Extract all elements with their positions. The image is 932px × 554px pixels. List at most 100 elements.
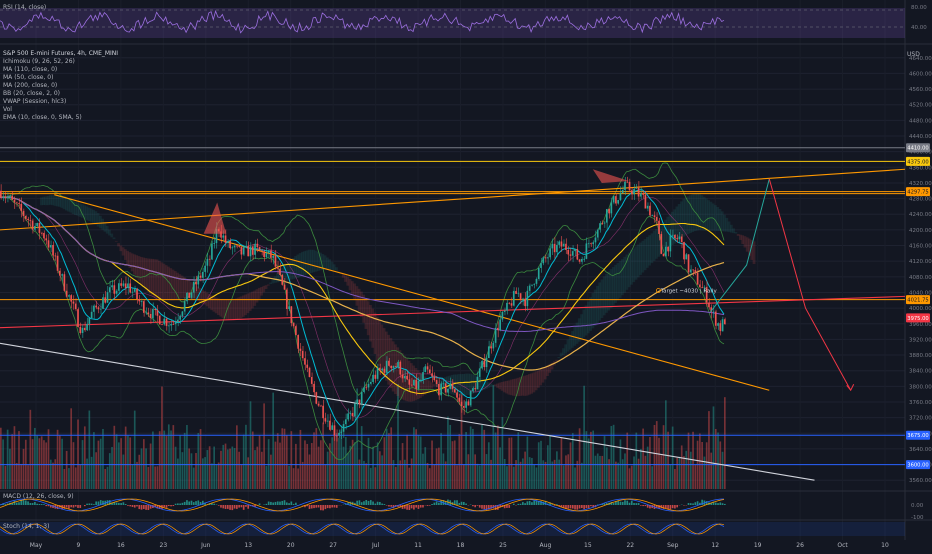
- legend-ema[interactable]: EMA (10, close, 0, SMA, 5): [3, 114, 118, 122]
- candle-body: [322, 406, 324, 418]
- volume-bar: [216, 464, 218, 489]
- volume-bar: [157, 466, 159, 489]
- macd-histogram-bar: [524, 503, 526, 505]
- price-badge-label: 4410.00: [907, 146, 928, 152]
- candle-body: [633, 189, 635, 195]
- candle-body: [479, 368, 481, 377]
- legend-vwap[interactable]: VWAP (Session, hlc3): [3, 98, 118, 106]
- candle-body: [300, 349, 302, 351]
- volume-bar: [608, 459, 610, 489]
- macd-histogram-bar: [318, 505, 320, 507]
- macd-histogram-bar: [463, 502, 465, 505]
- volume-bar: [613, 425, 615, 489]
- time-tick-label: Jul: [371, 542, 380, 549]
- candle-body: [483, 361, 485, 367]
- macd-histogram-bar: [27, 501, 29, 505]
- macd-histogram-bar: [136, 505, 138, 506]
- macd-histogram-bar: [191, 501, 193, 505]
- macd-histogram-bar: [635, 503, 637, 505]
- macd-histogram-bar: [506, 505, 508, 508]
- macd-histogram-bar: [433, 503, 435, 505]
- candle-body: [456, 392, 458, 397]
- time-tick-label: Aug: [540, 542, 552, 549]
- volume-bar: [617, 463, 619, 489]
- volume-bar: [159, 431, 161, 489]
- legend-ma-50[interactable]: MA (50, close, 0): [3, 74, 118, 82]
- volume-bar: [238, 452, 240, 489]
- volume-bar: [11, 434, 13, 489]
- candle-body: [166, 319, 168, 326]
- rsi-tick-40: 40.00: [911, 25, 927, 31]
- volume-bar: [601, 456, 603, 489]
- candle-body: [86, 324, 88, 330]
- macd-label: MACD (12, 26, close, 9): [3, 493, 74, 501]
- volume-bar: [520, 462, 522, 489]
- legend-bb[interactable]: BB (20, close, 2, 0): [3, 90, 118, 98]
- legend-ma-110[interactable]: MA (110, close, 0): [3, 66, 118, 74]
- candle-body: [411, 385, 413, 386]
- volume-bar: [345, 437, 347, 489]
- candle-body: [350, 413, 352, 414]
- volume-bar: [300, 430, 302, 489]
- macd-histogram-bar: [286, 502, 288, 505]
- candle-body: [547, 257, 549, 258]
- macd-histogram-bar: [665, 505, 667, 508]
- candle-body: [334, 425, 336, 435]
- candle-body: [66, 291, 68, 297]
- candle-body: [708, 302, 710, 307]
- macd-histogram-bar: [18, 502, 20, 505]
- legend-vol[interactable]: Vol: [3, 106, 118, 114]
- macd-histogram-bar: [440, 501, 442, 505]
- cloud-segment: [113, 237, 116, 239]
- time-tick-label: 23: [160, 542, 168, 549]
- macd-histogram-bar: [377, 502, 379, 505]
- macd-histogram-bar: [719, 502, 721, 505]
- candle-body: [184, 301, 186, 311]
- volume-bar: [647, 447, 649, 489]
- candle-body: [590, 243, 592, 244]
- candle-body: [168, 325, 170, 326]
- candle-body: [642, 193, 644, 195]
- candle-body: [645, 195, 647, 209]
- volume-bar: [488, 442, 490, 489]
- price-tick-label: 4160.00: [909, 244, 932, 250]
- candle-body: [538, 268, 540, 279]
- volume-bar: [465, 432, 467, 489]
- candle-body: [363, 387, 365, 392]
- macd-histogram-bar: [127, 505, 129, 506]
- time-tick-label: 22: [626, 542, 634, 549]
- macd-histogram-bar: [379, 502, 381, 505]
- macd-histogram-bar: [431, 504, 433, 505]
- volume-bar: [34, 428, 36, 489]
- candle-body: [172, 324, 174, 325]
- candle-body: [688, 254, 690, 272]
- volume-bar: [222, 445, 224, 489]
- volume-bar: [170, 431, 172, 489]
- macd-histogram-bar: [245, 505, 247, 507]
- candle-body: [120, 283, 122, 286]
- volume-bar: [713, 406, 715, 489]
- legend-ma-200[interactable]: MA (200, close, 0): [3, 82, 118, 90]
- macd-histogram-bar: [32, 503, 34, 505]
- candle-body: [159, 316, 161, 324]
- macd-histogram-bar: [43, 504, 45, 505]
- legend-ichimoku[interactable]: Ichimoku (9, 26, 52, 26): [3, 58, 118, 66]
- cloud-segment: [337, 271, 340, 272]
- volume-bar: [384, 437, 386, 489]
- candle-body: [549, 248, 551, 257]
- candle-body: [572, 251, 574, 256]
- candle-body: [436, 380, 438, 384]
- candle-body: [113, 285, 115, 293]
- candle-body: [141, 301, 143, 302]
- macd-histogram-bar: [291, 501, 293, 505]
- candle-body: [61, 274, 63, 275]
- volume-bar: [690, 452, 692, 489]
- macd-histogram-bar: [356, 501, 358, 505]
- candle-body: [379, 368, 381, 371]
- candle-body: [583, 259, 585, 260]
- volume-bar: [284, 429, 286, 489]
- macd-histogram-bar: [334, 505, 336, 507]
- macd-histogram-bar: [645, 505, 647, 506]
